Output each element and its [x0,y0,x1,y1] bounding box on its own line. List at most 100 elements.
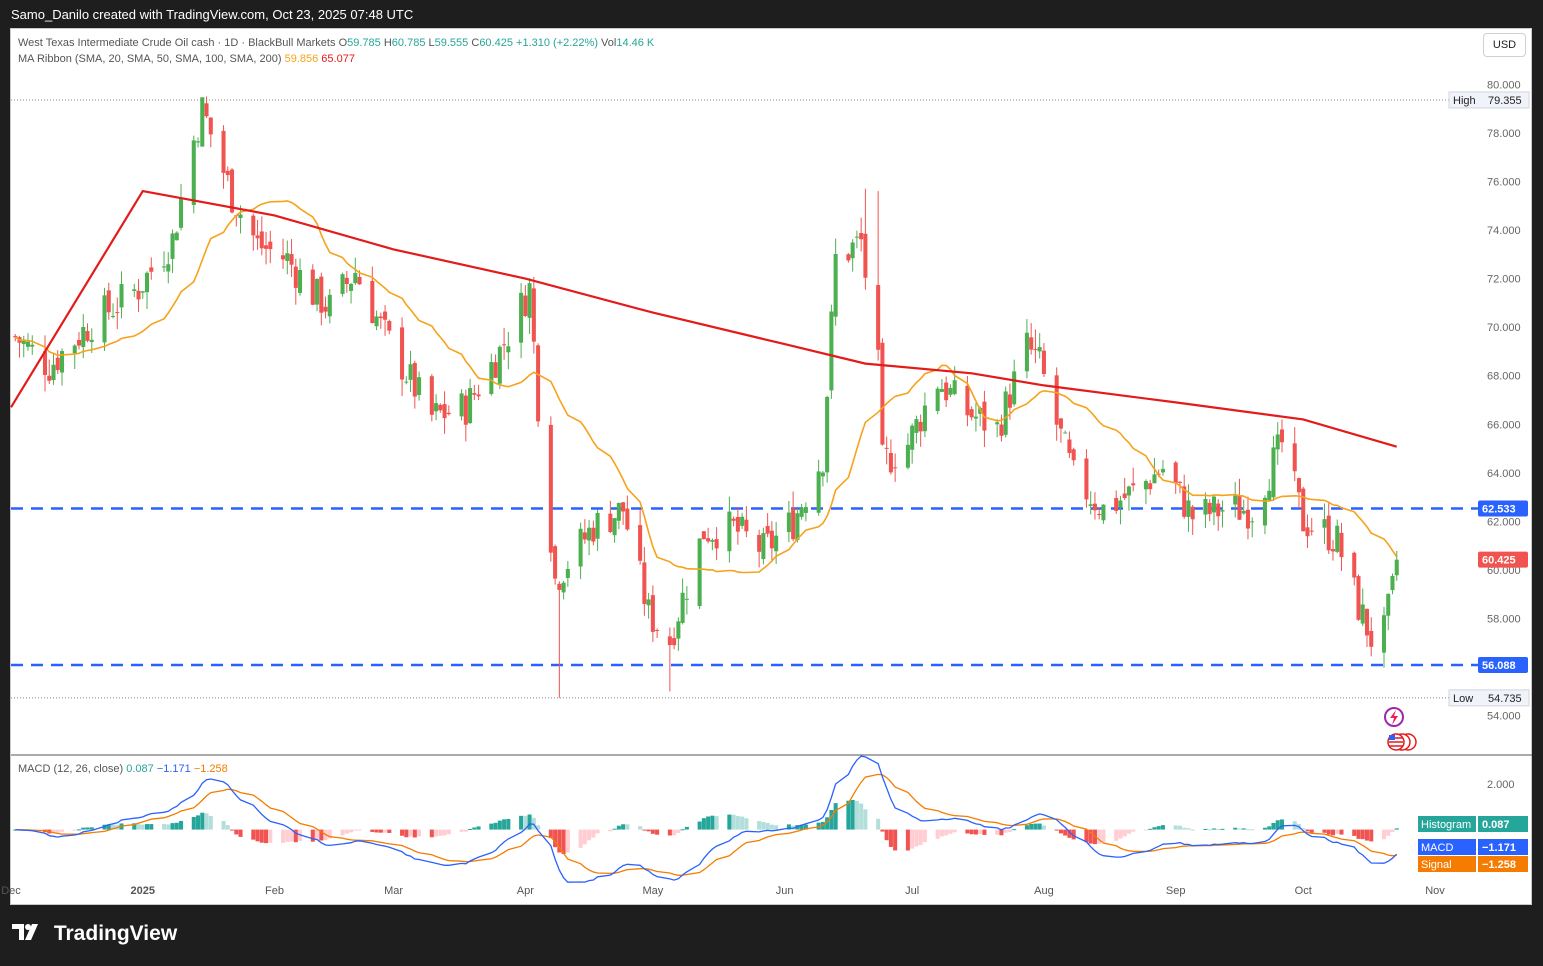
candle-body [327,294,332,317]
legend-symbol[interactable]: West Texas Intermediate Crude Oil cash ·… [18,37,336,49]
macd-histogram-bar [489,823,494,830]
candle-body [434,403,439,412]
candle [684,586,689,615]
macd-histogram-bar [1364,829,1370,841]
candle-body [174,232,179,241]
macd-histogram-bar [706,816,711,830]
candle [497,345,502,389]
macd-histogram-bar [1352,829,1357,836]
candle-body [548,424,553,553]
candle-body [1326,515,1331,551]
candle-body [791,508,796,540]
candle [833,238,838,326]
price-axis-tick: 80.000 [1487,79,1521,91]
candle [1071,447,1076,466]
macd-histogram-bar [319,829,324,841]
candle [429,374,434,422]
macd-histogram-bar [1003,829,1008,833]
candle [323,296,328,319]
macd-histogram-bar [582,829,587,845]
candle [1241,499,1246,515]
macd-histogram-bar [1067,829,1072,838]
candle-body [25,341,31,347]
macd-histogram-bar [1037,823,1042,830]
candle [1190,505,1195,535]
candle-body [476,394,481,397]
candle [1352,551,1357,586]
candle-body [952,380,957,395]
candle-body [829,311,834,391]
candle-body [1339,532,1344,558]
price-axis-tick: 70.000 [1487,322,1521,334]
macd-histogram-bar [578,829,583,848]
candle [1271,436,1276,501]
macd-histogram-bar [110,824,116,830]
macd-legend-signal: −1.258 [193,763,228,775]
legend-ma200: 65.077 [321,53,355,65]
macd-histogram-bar [969,829,974,835]
macd-histogram-bar [655,829,660,835]
macd-histogram-bar [697,821,702,830]
candle [145,271,150,309]
candle [1182,474,1187,519]
candle-body [442,404,447,419]
macd-histogram-bar [1216,828,1221,830]
macd-histogram-bar [854,800,859,830]
candle [1122,477,1127,500]
macd-histogram-bar [1233,827,1238,830]
candle [1131,467,1136,492]
macd-histogram-bar [1084,829,1089,843]
macd-histogram-bar [349,829,354,833]
candle-body [404,381,409,383]
candle [76,331,82,350]
macd-histogram-bar [863,809,868,830]
macd-value-label-name: MACD [1421,842,1453,854]
candle-body [557,583,562,590]
candle-body [803,506,808,513]
macd-axis-tick: 2.000 [1487,779,1515,791]
us-flag-canton [1389,735,1395,740]
macd-histogram-bar [740,816,745,830]
candle-body [289,254,294,265]
macd-histogram-bar [1245,829,1250,831]
candle [795,506,800,543]
candle [47,359,52,384]
macd-histogram-bar [769,824,774,830]
macd-histogram-bar [922,829,927,843]
candle-body [1033,349,1038,351]
candle [519,283,524,359]
candle-body [999,424,1004,436]
macd-histogram-bar [459,829,464,832]
candle-body [400,327,405,380]
candle [298,258,303,296]
legend-ma-row: MA Ribbon (SMA, 20, SMA, 50, SMA, 100, S… [18,51,654,67]
legend-ma-label[interactable]: MA Ribbon (SMA, 20, SMA, 50, SMA, 100, S… [18,53,282,65]
candle [255,219,260,250]
macd-histogram-bar [1279,819,1284,830]
candle [744,506,749,538]
macd-histogram-bar [1054,829,1059,831]
macd-histogram-bar [565,829,570,853]
macd-histogram-bar [876,818,881,830]
macd-histogram-bar [616,825,621,830]
candle-body [497,346,502,384]
candle-body [536,345,541,422]
macd-histogram-bar [293,829,298,843]
candle-body [1233,495,1238,505]
candle-body [1271,447,1276,498]
macd-histogram-bar [1101,829,1106,843]
macd-histogram-label-value: 0.087 [1482,819,1510,831]
candle-body [939,389,944,392]
candle-body [1245,509,1250,529]
candle [786,500,791,543]
candle-body [1029,337,1034,350]
macd-legend-label[interactable]: MACD (12, 26, close) [18,763,124,775]
candle [489,353,494,396]
candle-body [1241,510,1246,514]
macd-histogram-bar [1029,823,1034,830]
currency-button[interactable]: USD [1483,33,1526,57]
candle [727,496,732,563]
candle [825,395,830,483]
macd-histogram-bar [523,815,528,830]
